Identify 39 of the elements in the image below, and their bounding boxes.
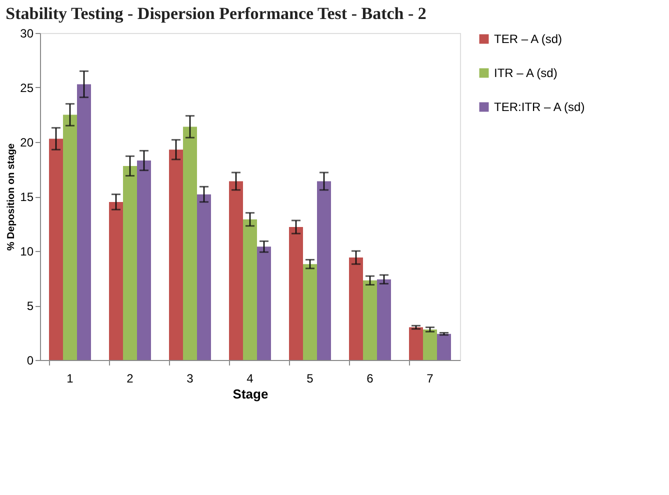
x-tick-label: 6 xyxy=(366,372,374,386)
y-tick-label: 15 xyxy=(20,190,34,204)
bar xyxy=(303,264,317,360)
x-tick-label: 2 xyxy=(126,372,134,386)
bar xyxy=(377,279,391,360)
bar xyxy=(437,334,451,360)
bar xyxy=(109,202,123,360)
bar xyxy=(317,181,331,360)
y-tick-label: 30 xyxy=(20,26,34,40)
x-tick-label: 4 xyxy=(246,372,254,386)
x-tick-label: 3 xyxy=(186,372,194,386)
y-tick-label: 20 xyxy=(20,136,34,150)
bar xyxy=(49,138,63,360)
bar xyxy=(123,166,137,360)
legend-label: TER:ITR – A (sd) xyxy=(494,100,585,114)
bar xyxy=(229,181,243,360)
chart-title: Stability Testing - Dispersion Performance Test - Batch - 2 xyxy=(6,4,426,23)
bar xyxy=(289,227,303,360)
bar xyxy=(63,114,77,360)
x-tick-label: 5 xyxy=(306,372,314,386)
bar xyxy=(169,150,183,360)
bar xyxy=(183,126,197,360)
x-tick-label: 7 xyxy=(426,372,434,386)
bar xyxy=(257,246,271,360)
bar xyxy=(349,258,363,360)
x-axis-title: Stage xyxy=(232,386,268,402)
y-tick-label: 5 xyxy=(26,299,34,313)
bar xyxy=(243,219,257,360)
bar xyxy=(77,84,91,360)
bar xyxy=(197,194,211,360)
legend-label: ITR – A (sd) xyxy=(494,66,558,80)
legend-label: TER – A (sd) xyxy=(494,32,562,46)
y-tick-label: 0 xyxy=(26,354,34,368)
y-axis-title: % Deposition on stage xyxy=(6,142,18,251)
bar xyxy=(137,160,151,360)
x-tick-label: 1 xyxy=(66,372,74,386)
y-tick-label: 25 xyxy=(20,81,34,95)
bar xyxy=(363,280,377,360)
y-tick-label: 10 xyxy=(20,244,34,258)
